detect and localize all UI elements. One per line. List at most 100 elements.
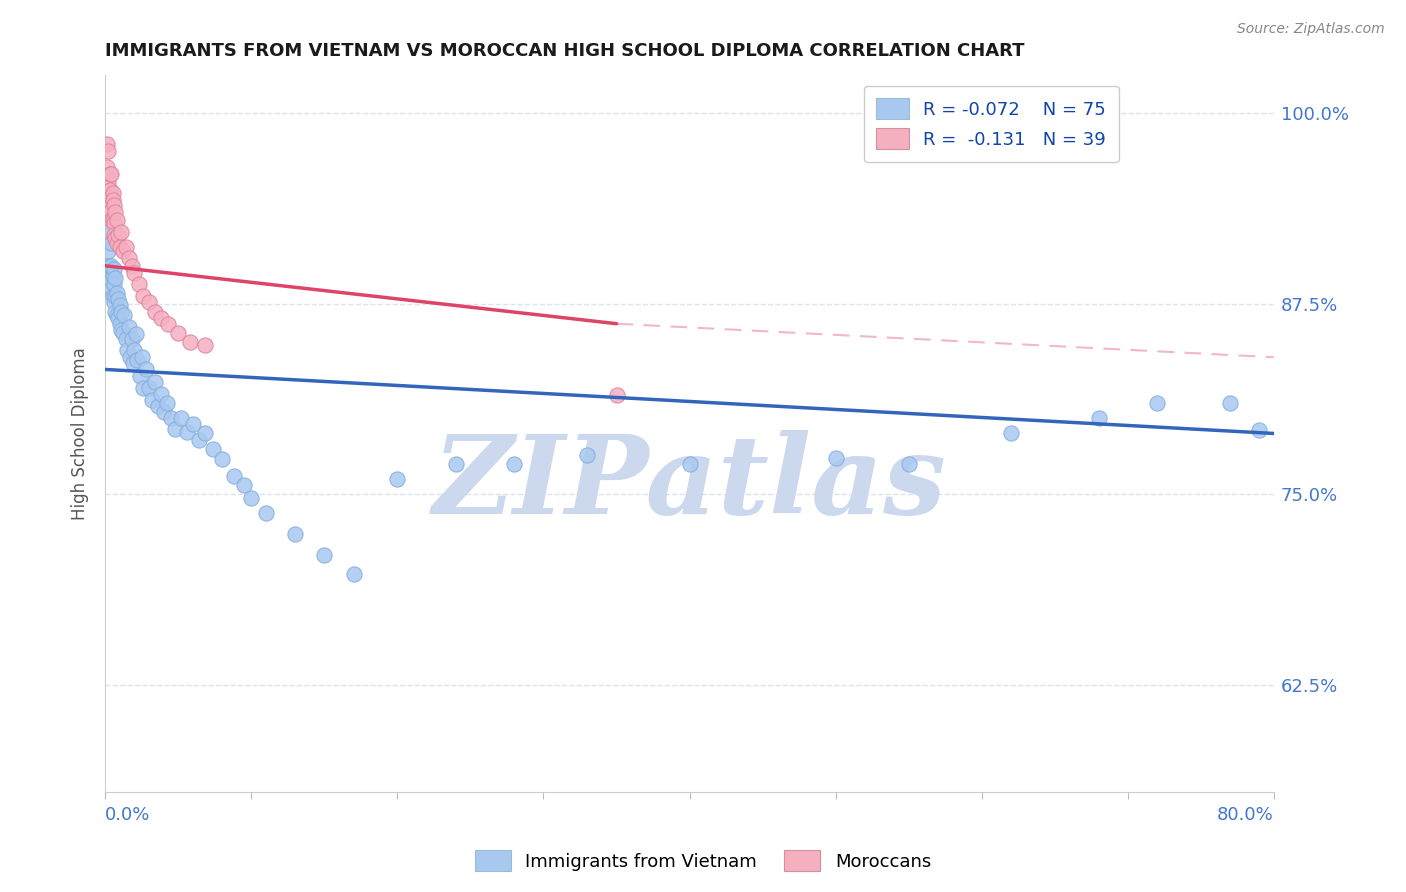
Point	[98, 274, 121, 288]
Point	[104, 289, 127, 303]
Text: IMMIGRANTS FROM VIETNAM VS MOROCCAN HIGH SCHOOL DIPLOMA CORRELATION CHART: IMMIGRANTS FROM VIETNAM VS MOROCCAN HIGH…	[105, 42, 1025, 60]
Point	[314, 549, 336, 563]
Point	[254, 506, 277, 520]
Point	[103, 198, 125, 212]
Point	[101, 289, 124, 303]
Point	[160, 411, 183, 425]
Point	[824, 450, 846, 465]
Point	[127, 353, 149, 368]
Point	[143, 304, 166, 318]
Text: 0.0%: 0.0%	[105, 806, 150, 824]
Point	[342, 566, 364, 581]
Legend: Immigrants from Vietnam, Moroccans: Immigrants from Vietnam, Moroccans	[468, 843, 938, 879]
Point	[97, 175, 120, 189]
Point	[132, 381, 155, 395]
Point	[141, 392, 163, 407]
Y-axis label: High School Diploma: High School Diploma	[72, 347, 89, 520]
Point	[138, 295, 160, 310]
Point	[121, 332, 143, 346]
Point	[1146, 396, 1168, 410]
Point	[138, 381, 160, 395]
Point	[897, 457, 920, 471]
Point	[152, 405, 174, 419]
Point	[100, 213, 122, 227]
Point	[104, 304, 127, 318]
Point	[101, 186, 124, 200]
Point	[104, 205, 127, 219]
Legend: R = -0.072    N = 75, R =  -0.131   N = 39: R = -0.072 N = 75, R = -0.131 N = 39	[863, 86, 1119, 161]
Point	[233, 478, 256, 492]
Point	[155, 396, 177, 410]
Point	[114, 332, 136, 346]
Point	[176, 425, 198, 439]
Point	[117, 319, 139, 334]
Point	[124, 343, 146, 357]
Point	[605, 388, 627, 402]
Point	[125, 327, 148, 342]
Point	[107, 310, 129, 325]
Point	[100, 259, 122, 273]
Point	[167, 326, 190, 340]
Point	[101, 269, 124, 284]
Point	[100, 282, 122, 296]
Point	[103, 216, 125, 230]
Point	[105, 308, 128, 322]
Point	[108, 317, 131, 331]
Point	[107, 228, 129, 243]
Point	[110, 225, 132, 239]
Point	[143, 375, 166, 389]
Point	[101, 213, 124, 227]
Point	[118, 351, 141, 365]
Point	[100, 235, 122, 250]
Point	[135, 362, 157, 376]
Point	[678, 457, 700, 471]
Point	[110, 323, 132, 337]
Point	[98, 259, 121, 273]
Point	[211, 452, 233, 467]
Point	[146, 399, 169, 413]
Point	[576, 448, 599, 462]
Point	[100, 190, 122, 204]
Point	[149, 387, 172, 401]
Point	[503, 457, 526, 471]
Point	[103, 295, 125, 310]
Point	[98, 205, 121, 219]
Text: 80.0%: 80.0%	[1218, 806, 1274, 824]
Point	[96, 160, 118, 174]
Point	[117, 251, 139, 265]
Point	[103, 228, 125, 243]
Point	[170, 411, 193, 425]
Point	[98, 182, 121, 196]
Point	[103, 277, 125, 291]
Point	[97, 198, 120, 212]
Text: ZIPatlas: ZIPatlas	[433, 430, 946, 537]
Point	[128, 277, 150, 291]
Point	[98, 167, 121, 181]
Point	[222, 469, 245, 483]
Point	[96, 136, 118, 151]
Point	[104, 271, 127, 285]
Point	[105, 235, 128, 250]
Point	[103, 261, 125, 276]
Point	[105, 286, 128, 301]
Point	[111, 326, 134, 340]
Point	[444, 457, 467, 471]
Point	[108, 240, 131, 254]
Point	[149, 310, 172, 325]
Point	[1087, 411, 1109, 425]
Point	[115, 343, 138, 357]
Point	[129, 368, 152, 383]
Text: Source: ZipAtlas.com: Source: ZipAtlas.com	[1237, 22, 1385, 37]
Point	[202, 442, 225, 456]
Point	[108, 298, 131, 312]
Point	[112, 308, 135, 322]
Point	[121, 259, 143, 273]
Point	[131, 351, 153, 365]
Point	[110, 304, 132, 318]
Point	[101, 193, 124, 207]
Point	[132, 289, 155, 303]
Point	[97, 244, 120, 258]
Point	[1219, 396, 1241, 410]
Point	[387, 472, 409, 486]
Point	[111, 244, 134, 258]
